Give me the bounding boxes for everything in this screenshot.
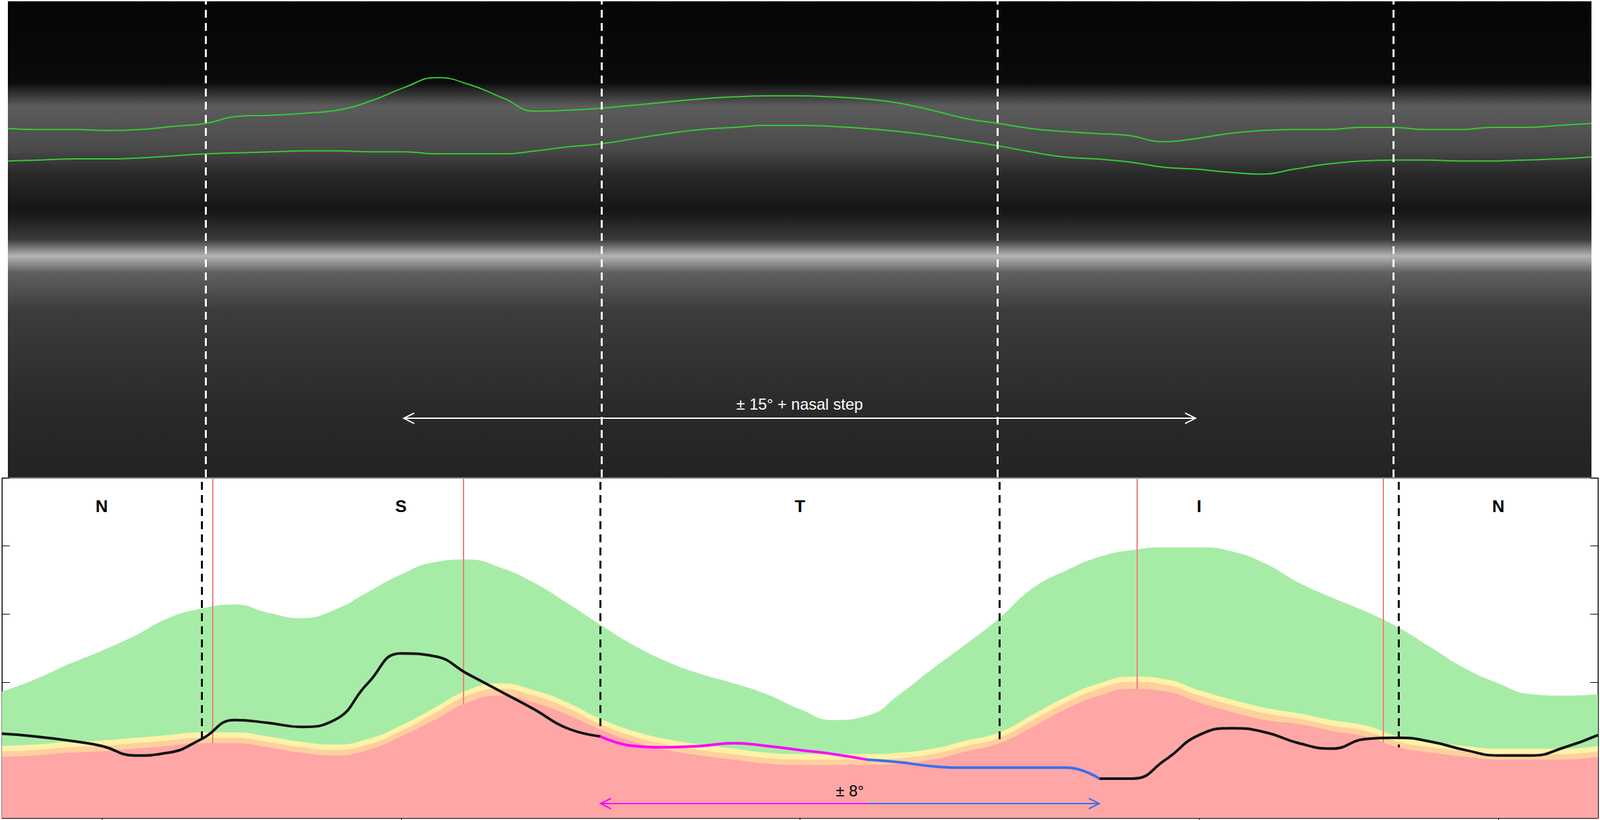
svg-text:T: T xyxy=(795,496,806,517)
svg-text:± 15° + nasal step: ± 15° + nasal step xyxy=(736,395,864,413)
svg-text:N: N xyxy=(1492,496,1505,517)
svg-text:± 8°: ± 8° xyxy=(835,781,865,800)
svg-text:S: S xyxy=(395,496,407,517)
svg-text:I: I xyxy=(1196,496,1202,517)
svg-text:N: N xyxy=(95,496,109,517)
